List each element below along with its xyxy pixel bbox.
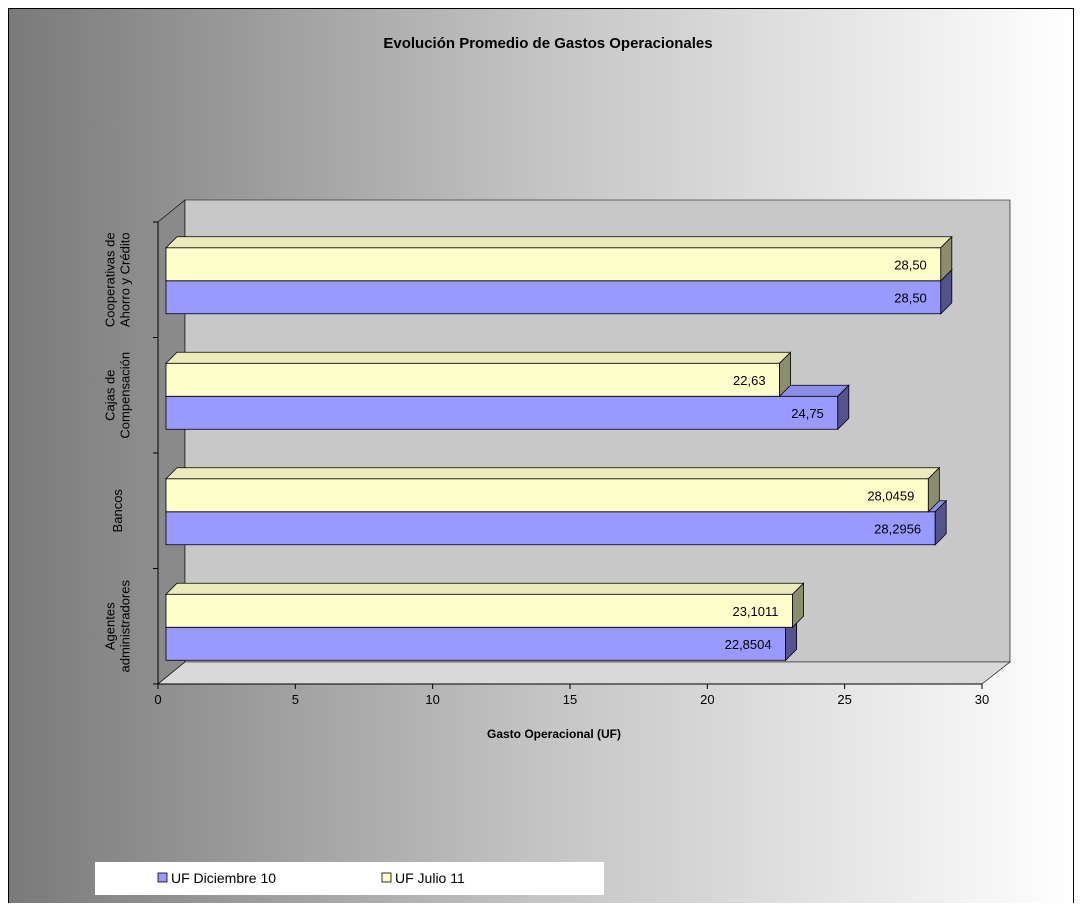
legend-swatch [157,872,168,883]
x-tick-label: 20 [700,692,714,707]
y-category-label: Compensación [118,352,133,439]
y-category-label: administradores [118,580,133,673]
bar-value-label: 24,75 [791,406,824,421]
bar [165,362,780,397]
chart-title: Evolución Promedio de Gastos Operacional… [383,35,712,52]
bar [165,280,942,315]
bar [165,511,936,546]
x-tick-label: 15 [563,692,577,707]
bar-side [837,384,850,431]
bar-value-label: 28,50 [894,257,927,272]
x-axis-label: Gasto Operacional (UF) [487,727,621,741]
y-category-label: Cooperativas de [103,232,118,327]
bar-top [165,582,805,595]
x-tick-label: 25 [837,692,851,707]
x-tick-label: 0 [154,692,161,707]
bar [165,593,793,628]
bar-top [165,351,792,364]
legend-swatch [381,872,392,883]
legend-box [95,862,604,895]
x-tick-label: 5 [292,692,299,707]
bar-side [940,235,953,282]
x-tick-label: 30 [975,692,989,707]
bar [165,247,942,282]
y-category-label: Agentes [103,602,118,650]
floor [157,661,1011,685]
y-category-label: Ahorro y Crédito [118,232,133,327]
bar-top [165,236,953,249]
legend: UF Diciembre 10 UF Julio 11 [95,862,604,895]
bar-top [165,467,941,480]
bar-side [792,582,804,629]
bar [165,395,839,430]
bar-value-label: 23,1011 [732,604,778,619]
x-tick-label: 10 [425,692,439,707]
bar-value-label: 28,0459 [867,488,914,503]
bar [165,626,787,661]
bar-side [927,466,940,513]
legend-label: UF Diciembre 10 [171,870,276,886]
bar-side [779,351,791,398]
bar [165,478,929,513]
bar-value-label: 28,50 [894,290,927,305]
y-category-label: Bancos [110,489,125,533]
y-category-label: Cajas de [103,370,118,421]
bar-value-label: 22,8504 [725,637,772,652]
legend-label: UF Julio 11 [395,870,465,886]
bar-side [934,499,947,546]
bar-value-label: 28,2956 [874,521,921,536]
bar-value-label: 22,63 [733,373,766,388]
